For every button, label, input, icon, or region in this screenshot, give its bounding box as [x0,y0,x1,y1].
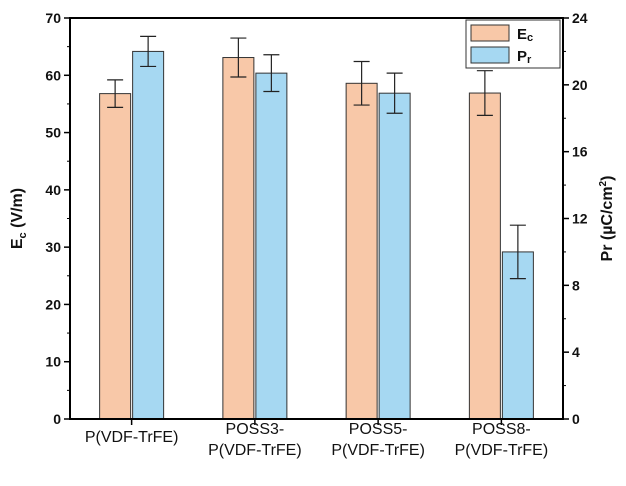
right-tick-label-1: 4 [572,344,580,360]
x-tick-label-1: POSS3-P(VDF-TrFE) [208,421,302,459]
legend-swatch-pr [470,46,510,64]
right-tick-label-3: 12 [572,211,588,227]
right-tick-label-5: 20 [572,77,588,93]
left-tick-label-6: 60 [45,67,61,83]
left-tick-label-4: 40 [45,182,61,198]
left-tick-label-7: 70 [45,10,61,26]
bar-pr-1 [255,72,288,420]
bar-pr-0 [132,50,165,420]
bar-ec-0 [99,93,132,420]
left-tick-label-3: 30 [45,239,61,255]
left-tick-label-1: 10 [45,354,61,370]
error-bar-pr-2 [386,72,403,114]
legend: Ec Pr [465,19,561,69]
error-bar-pr-0 [140,35,157,68]
x-tick-label-2: POSS5-P(VDF-TrFE) [331,421,425,459]
left-tick-label-5: 50 [45,125,61,141]
legend-label-pr: Pr [517,48,532,66]
x-tick-label-3: POSS8-P(VDF-TrFE) [455,421,549,459]
error-bar-pr-1 [263,54,280,93]
bar-ec-2 [345,82,378,420]
right-tick-label-0: 0 [572,411,580,427]
bar-ec-3 [468,92,501,420]
left-tick-label-0: 0 [53,411,61,427]
right-tick-label-6: 24 [572,10,588,26]
error-bar-ec-3 [476,70,493,116]
right-tick-label-4: 16 [572,144,588,160]
bar-pr-3 [501,251,534,420]
error-bar-ec-0 [107,79,124,108]
left-tick-label-2: 20 [45,296,61,312]
error-bar-ec-2 [353,60,370,106]
y-axis-left-title: Ec (V/m) [9,188,29,249]
bar-pr-2 [378,92,411,420]
y-axis-right-title: Pr (µC/cm2) [598,176,616,262]
x-tick-label-0: P(VDF-TrFE) [85,429,179,446]
error-bar-ec-1 [230,37,247,78]
legend-swatch-ec [470,24,510,42]
legend-label-ec: Ec [517,26,533,44]
right-tick-label-2: 8 [572,277,580,293]
bar-ec-1 [222,57,255,420]
error-bar-pr-3 [509,224,526,280]
